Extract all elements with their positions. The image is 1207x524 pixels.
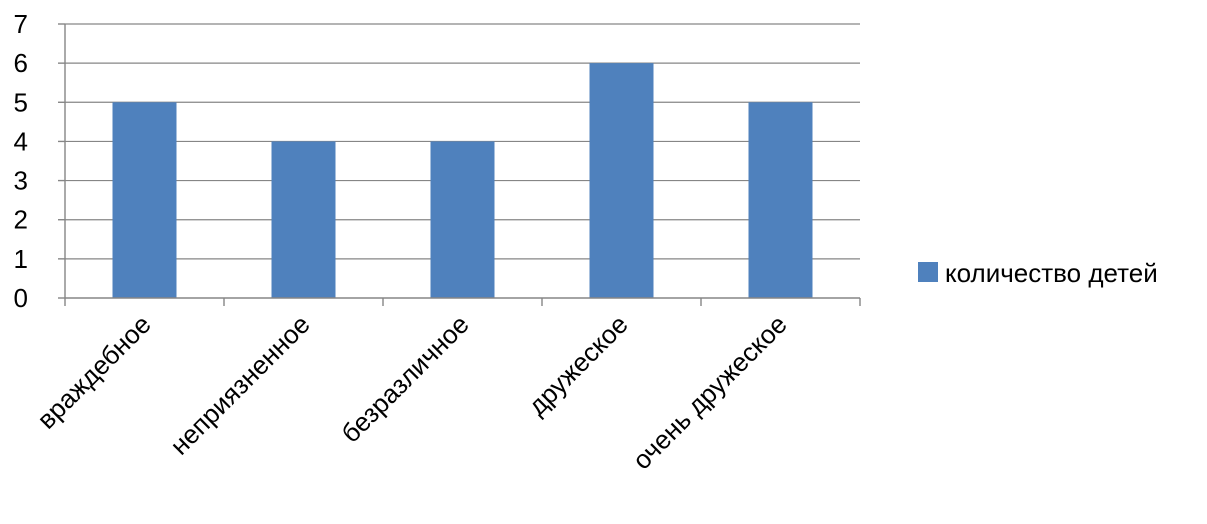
y-tick-label-3: 3 <box>14 166 28 196</box>
x-category-label-4: дружеское <box>522 309 634 421</box>
legend: количество детей <box>918 258 1158 288</box>
x-category-label-1: враждебное <box>31 309 157 435</box>
axes <box>58 23 861 306</box>
bar-5 <box>748 102 813 299</box>
x-category-labels: враждебное неприязненное безразличное друже… <box>31 309 793 475</box>
bars <box>112 63 813 299</box>
x-category-label-2: неприязненное <box>164 309 316 461</box>
legend-label: количество детей <box>945 258 1158 288</box>
bar-4 <box>589 63 654 299</box>
y-tick-label-7: 7 <box>14 9 28 39</box>
legend-swatch <box>918 262 938 282</box>
bar-2 <box>271 141 336 298</box>
y-tick-label-2: 2 <box>14 205 28 235</box>
bar-3 <box>430 141 495 298</box>
x-category-label-3: безразличное <box>335 309 474 448</box>
y-tick-label-5: 5 <box>14 87 28 117</box>
y-tick-label-1: 1 <box>14 244 28 274</box>
y-tick-label-4: 4 <box>14 126 28 156</box>
x-category-label-5: очень дружеское <box>627 309 793 475</box>
bar-1 <box>112 102 177 299</box>
y-tick-label-6: 6 <box>14 48 28 78</box>
y-tick-labels: 0 1 2 3 4 5 6 7 <box>14 9 28 313</box>
y-tick-label-0: 0 <box>14 283 28 313</box>
